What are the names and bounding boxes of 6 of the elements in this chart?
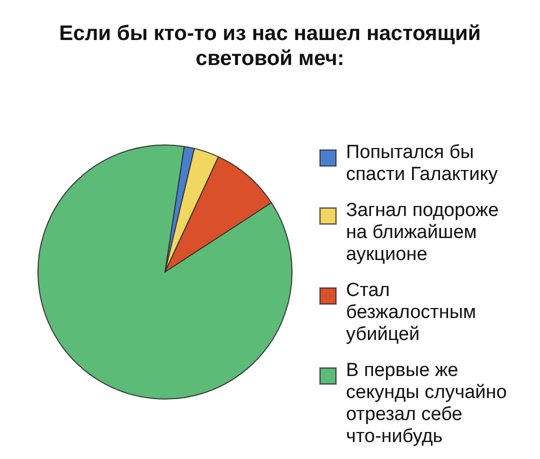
pie-slice bbox=[38, 144, 292, 400]
legend-label: Попытался бы спасти Галактику bbox=[346, 142, 498, 185]
legend-label: В первые же секунды случайно отрезал себе что-нибудь bbox=[346, 360, 507, 447]
legend-label: Загнал подороже на ближайшем аукционе bbox=[346, 200, 499, 265]
chart-title: Если бы кто-то из нас нашел настоящий световой меч: bbox=[59, 22, 481, 70]
legend-label: Стал безжалостным убийцей bbox=[346, 280, 476, 345]
